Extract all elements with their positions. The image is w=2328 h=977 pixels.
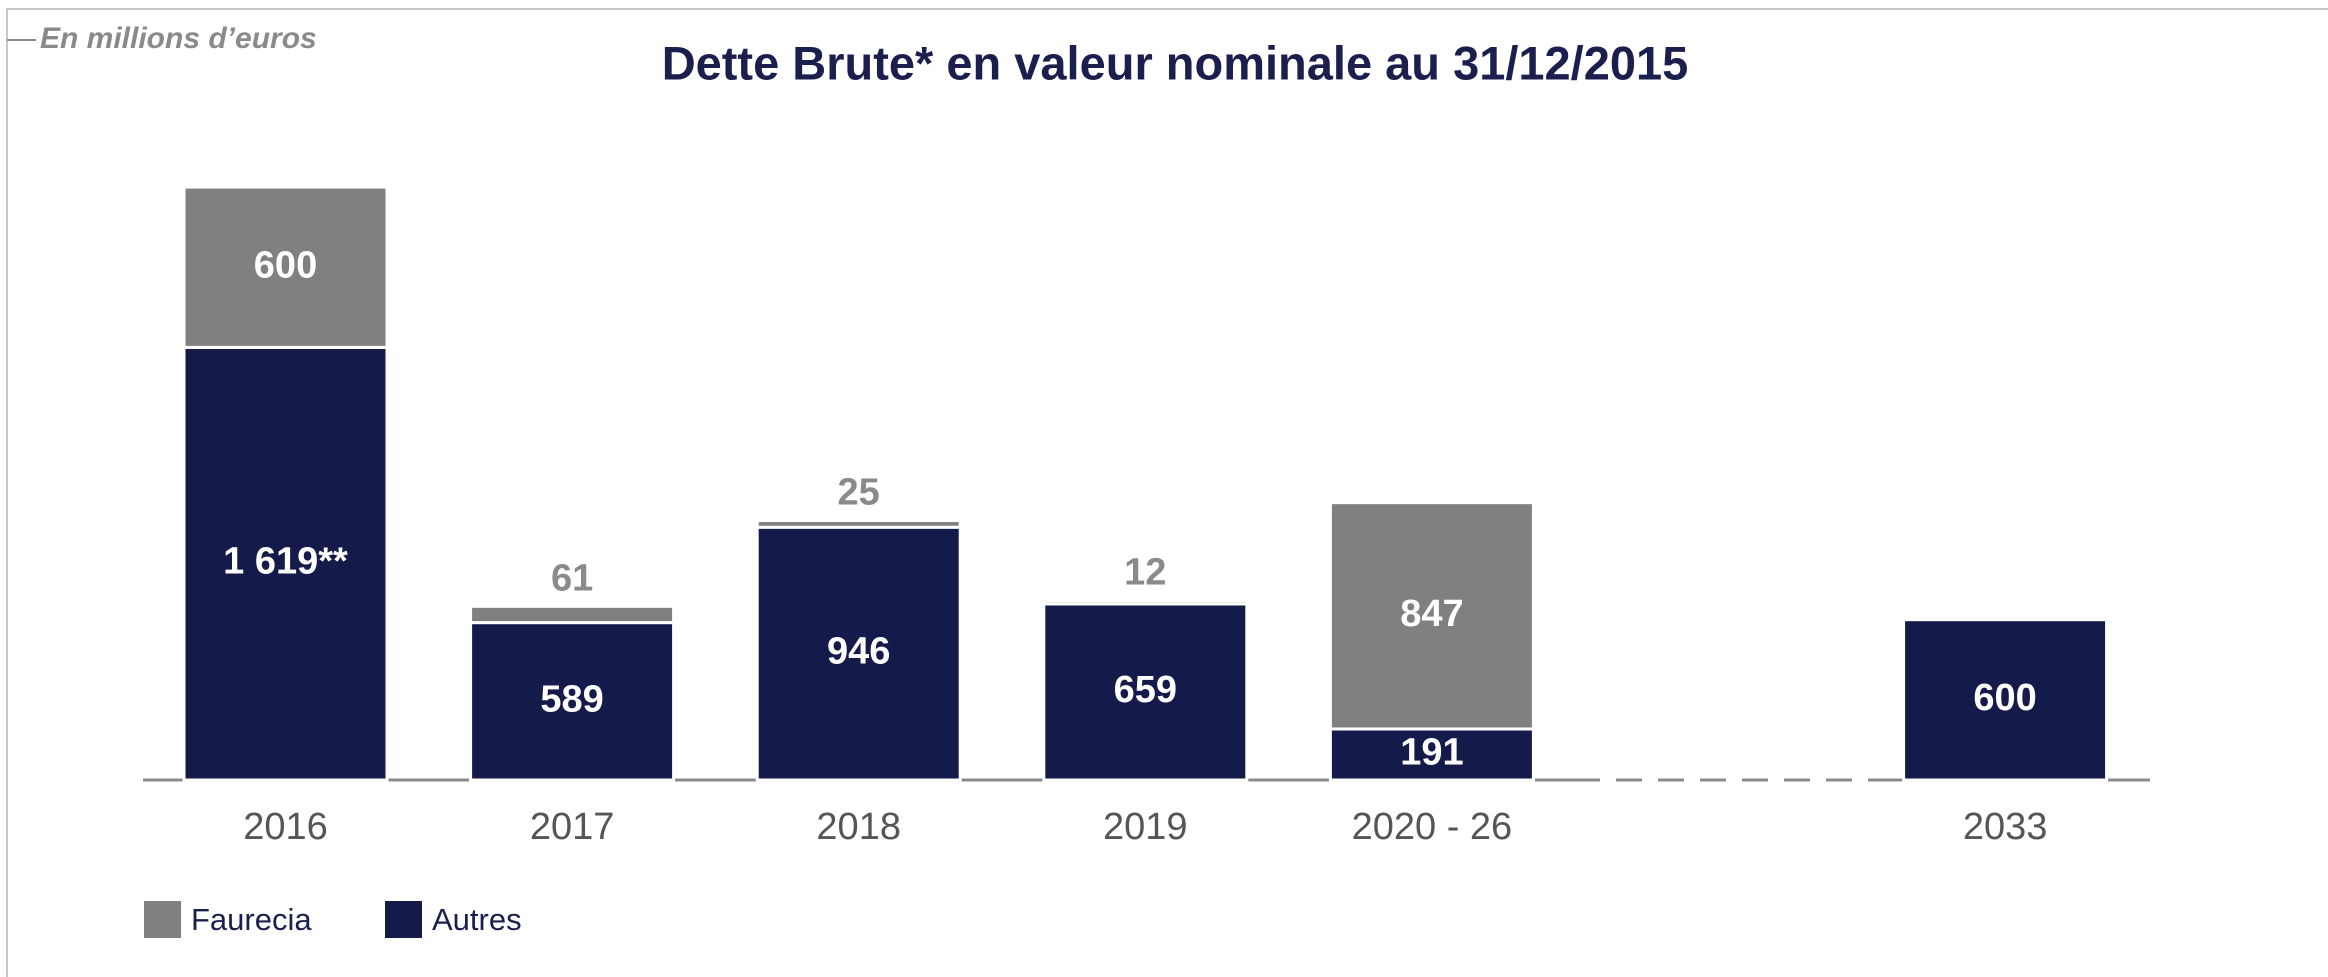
bar-segment: [182, 185, 389, 349]
legend-label: Autres: [432, 902, 522, 937]
bar-segment: [1042, 602, 1249, 782]
bar-segment: [182, 345, 389, 782]
data-label: 589: [540, 678, 603, 720]
bar-segment: [1042, 599, 1249, 606]
data-label: 600: [1973, 677, 2036, 719]
data-label: 600: [254, 244, 317, 286]
data-label: 946: [827, 631, 890, 673]
subtitle: En millions d’euros: [40, 22, 317, 55]
x-tick-label: 2017: [530, 806, 615, 848]
frame: [6, 8, 2328, 977]
bar-segment: [755, 519, 962, 529]
data-label: 191: [1400, 732, 1463, 774]
x-tick-label: 2018: [816, 806, 901, 848]
x-tick-label: 2033: [1963, 806, 2048, 848]
x-tick-label: 2019: [1103, 806, 1188, 848]
chart-title: Dette Brute* en valeur nominale au 31/12…: [662, 36, 1689, 89]
x-tick-label: 2016: [243, 806, 328, 848]
data-label: 847: [1400, 593, 1463, 635]
bar-segment: [1902, 618, 2109, 782]
data-label: 25: [838, 472, 880, 514]
bar-segment: [469, 621, 676, 782]
data-label: 61: [551, 557, 593, 599]
legend-label: Faurecia: [191, 902, 312, 937]
bar-segment: [755, 525, 962, 782]
bar-segment: [1328, 501, 1535, 731]
data-label: 12: [1124, 552, 1166, 594]
bar-segment: [469, 604, 676, 625]
legend-swatch: [385, 901, 422, 938]
data-label: 659: [1114, 669, 1177, 711]
legend-swatch: [144, 901, 181, 938]
bar-segment: [1328, 727, 1535, 782]
data-label: 1 619**: [223, 541, 348, 583]
x-tick-label: 2020 - 26: [1352, 806, 1513, 848]
